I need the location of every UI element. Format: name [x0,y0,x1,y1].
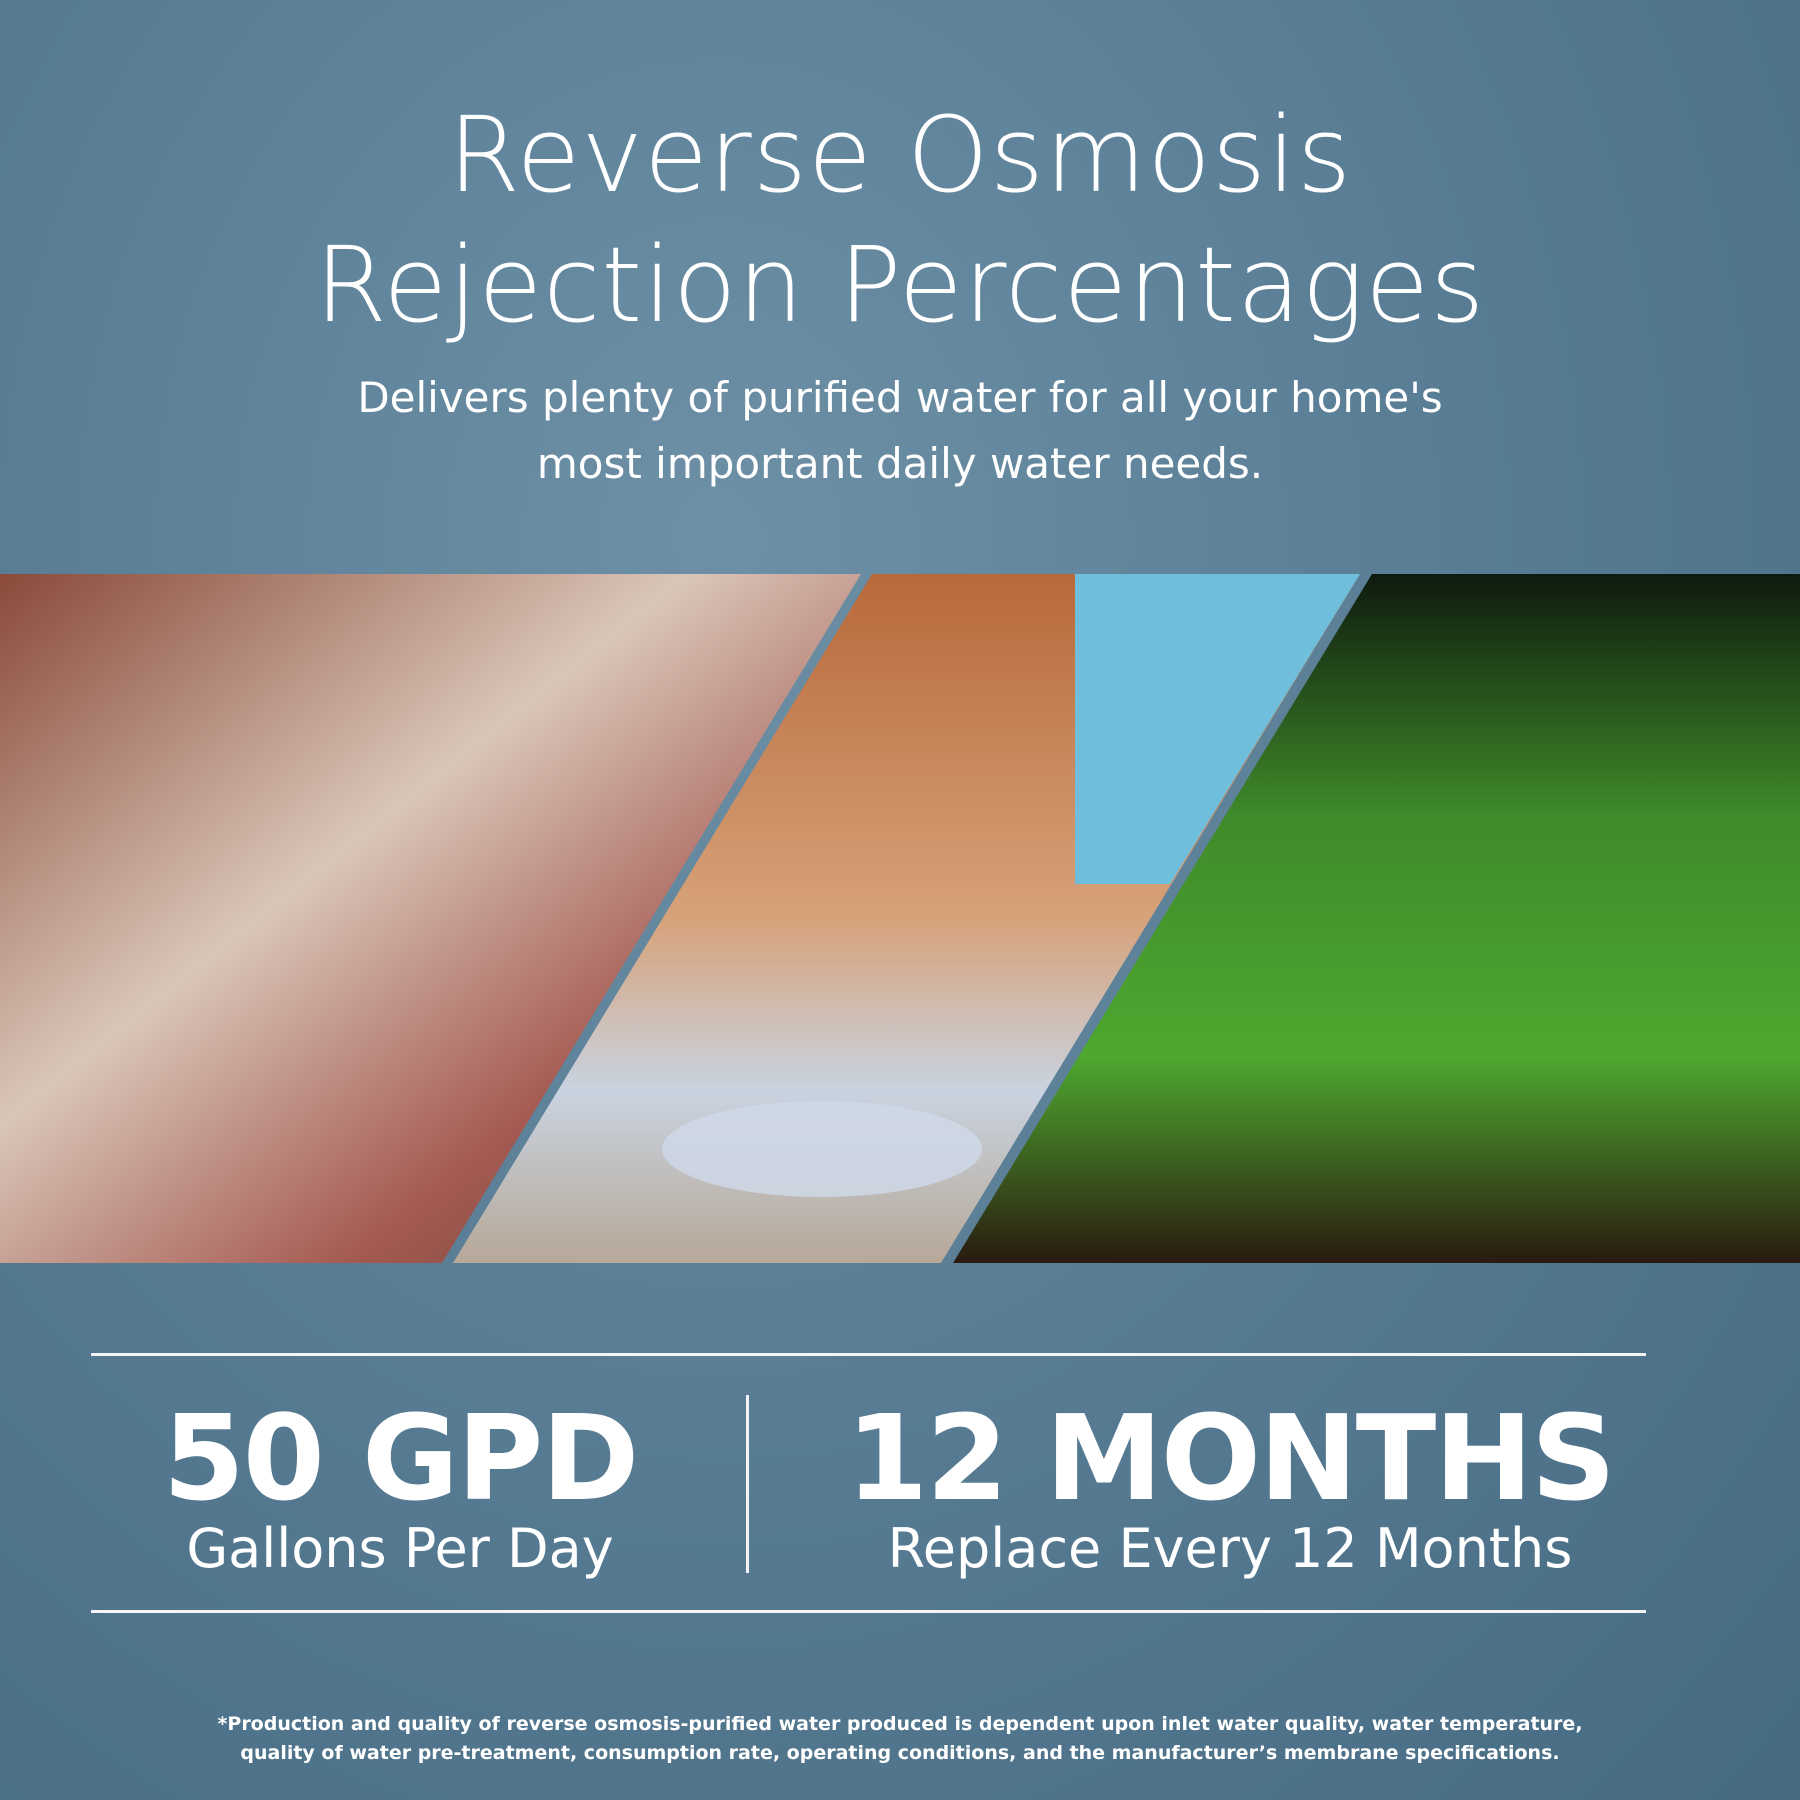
stat-months: 12 MONTHS Replace Every 12 Months [830,1398,1630,1580]
subtitle-line-1: Delivers plenty of purified water for al… [357,373,1443,422]
title-line-1: Reverse Osmosis [447,94,1353,216]
stat-gpd: 50 GPD Gallons Per Day [130,1398,670,1580]
subtitle: Delivers plenty of purified water for al… [0,365,1800,497]
photo-band [0,574,1800,1263]
stat-gpd-label: Gallons Per Day [186,1517,614,1580]
sky-patch [1075,574,1360,884]
photo-glasses-toast [0,574,861,1263]
footnote: *Production and quality of reverse osmos… [0,1710,1800,1768]
photo-spinach-washing [953,574,1800,1263]
top-rule [91,1353,1646,1356]
stat-divider [746,1395,749,1573]
stat-months-label: Replace Every 12 Months [887,1517,1573,1580]
stat-gpd-value: 50 GPD [162,1389,640,1527]
footnote-line-1: *Production and quality of reverse osmos… [217,1713,1583,1735]
bottom-rule [91,1610,1646,1613]
title-line-2: Rejection Percentages [314,224,1486,346]
page-title: Reverse Osmosis Rejection Percentages [0,90,1800,350]
footnote-line-2: quality of water pre-treatment, consumpt… [240,1742,1560,1764]
stat-months-value: 12 MONTHS [845,1389,1616,1527]
subtitle-line-2: most important daily water needs. [536,439,1264,488]
water-bowl [662,1101,982,1197]
